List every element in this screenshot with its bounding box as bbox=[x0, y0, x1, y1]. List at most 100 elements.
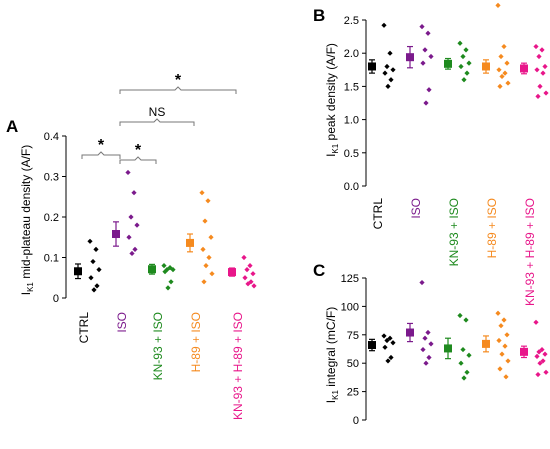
data-point bbox=[505, 80, 511, 86]
data-point bbox=[464, 70, 470, 76]
panel-b-tick-label: 1.0 bbox=[344, 115, 359, 127]
data-point bbox=[495, 2, 501, 8]
data-point bbox=[426, 87, 432, 93]
data-point bbox=[463, 317, 469, 323]
data-point bbox=[388, 354, 394, 361]
data-point bbox=[382, 344, 388, 350]
data-point bbox=[87, 238, 93, 244]
mean-marker bbox=[482, 62, 490, 71]
panel-a-marks bbox=[74, 169, 257, 293]
data-point bbox=[93, 246, 99, 252]
data-point bbox=[461, 375, 467, 381]
data-point bbox=[425, 30, 431, 36]
data-point bbox=[501, 317, 507, 323]
data-point bbox=[460, 53, 466, 60]
data-point bbox=[208, 234, 214, 240]
data-point bbox=[250, 271, 256, 277]
data-point bbox=[125, 169, 131, 176]
data-point bbox=[199, 190, 205, 196]
panel-a-group-ctrl bbox=[74, 238, 102, 293]
panel-a-significance-brackets: * * NS * bbox=[81, 72, 237, 164]
data-point bbox=[497, 83, 503, 89]
data-point bbox=[466, 352, 472, 358]
panel-a-letter: A bbox=[6, 117, 18, 136]
data-point bbox=[88, 275, 94, 281]
panel-a-y-axis: 0 0.1 0.2 0.3 0.4 bbox=[44, 131, 67, 305]
panel-c-group-kn-93-h-89-iso bbox=[520, 319, 549, 378]
panel-a-group-kn-93-iso bbox=[148, 263, 176, 291]
mean-marker bbox=[368, 341, 376, 350]
data-point bbox=[205, 198, 211, 204]
data-point bbox=[390, 340, 396, 346]
data-point bbox=[543, 369, 549, 375]
mean-marker bbox=[520, 347, 528, 356]
panel-c-tick-label: 0 bbox=[353, 415, 359, 427]
data-point bbox=[535, 371, 541, 378]
panel-c-ylabel: IK1 integral (mC/F) bbox=[324, 307, 340, 403]
significance-bracket: * bbox=[119, 142, 157, 164]
panel-c-group-ctrl bbox=[368, 333, 396, 364]
data-point bbox=[498, 53, 504, 60]
data-point bbox=[248, 279, 254, 285]
data-point bbox=[384, 63, 390, 70]
data-point bbox=[426, 354, 432, 361]
panel-b-category-labels: CTRL ISO KN-93 + ISO H-89 + ISO KN-93 + H-89… bbox=[371, 198, 537, 306]
panel-b-group-h-89-iso bbox=[482, 2, 511, 89]
data-point bbox=[466, 60, 472, 66]
category-label-kn-93-iso: KN-93 + ISO bbox=[447, 198, 461, 266]
data-point bbox=[502, 343, 508, 349]
data-point bbox=[90, 258, 96, 265]
panel-b-tick-label: 0.5 bbox=[344, 148, 359, 160]
panel-a-group-iso bbox=[112, 169, 140, 257]
data-point bbox=[384, 337, 390, 344]
category-label-ctrl: CTRL bbox=[371, 198, 385, 230]
bracket-line bbox=[119, 118, 195, 126]
panel-a-tick-label: 0.1 bbox=[44, 253, 59, 265]
data-point bbox=[162, 269, 168, 275]
panel-c-tick-label: 50 bbox=[347, 358, 359, 370]
mean-marker bbox=[444, 59, 452, 68]
mean-marker bbox=[368, 62, 376, 71]
data-point bbox=[497, 366, 503, 372]
data-point bbox=[537, 360, 543, 366]
panel-a-category-labels: CTRL ISO KN-93 + ISO H-89 + ISO KN-93 + H-89… bbox=[77, 312, 245, 420]
significance-label: * bbox=[175, 72, 182, 89]
mean-marker bbox=[520, 64, 528, 73]
data-point bbox=[533, 319, 539, 325]
mean-marker bbox=[186, 238, 194, 247]
panel-b: B IK1 peak density (A/F) 0.0 0.5 1.0 1.5 2.0… bbox=[313, 2, 549, 306]
data-point bbox=[534, 67, 540, 73]
data-point bbox=[385, 83, 391, 89]
data-point bbox=[96, 267, 102, 273]
significance-bracket: NS bbox=[119, 105, 195, 126]
data-point bbox=[245, 281, 251, 287]
data-point bbox=[382, 70, 388, 76]
data-point bbox=[128, 214, 134, 220]
data-point bbox=[385, 358, 391, 364]
data-point bbox=[457, 312, 463, 319]
panel-b-ylabel: IK1 peak density (A/F) bbox=[324, 43, 340, 157]
data-point bbox=[543, 90, 549, 96]
panel-c: C IK1 integral (mC/F) 0 25 50 75 100 125 bbox=[313, 261, 549, 427]
panel-b-tick-label: 2.5 bbox=[344, 15, 359, 27]
panel-b-group-kn-93-iso bbox=[444, 40, 472, 83]
data-point bbox=[387, 50, 393, 56]
data-point bbox=[428, 341, 434, 347]
category-label-kn-93-h-89-iso: KN-93 + H-89 + ISO bbox=[523, 198, 537, 306]
data-point bbox=[542, 63, 548, 70]
data-point bbox=[388, 77, 394, 83]
data-point bbox=[540, 358, 546, 364]
data-point bbox=[381, 22, 387, 28]
data-point bbox=[536, 349, 542, 355]
data-point bbox=[428, 53, 434, 60]
mean-marker bbox=[482, 339, 490, 348]
category-label-kn-93-iso: KN-93 + ISO bbox=[151, 312, 165, 380]
mean-marker bbox=[112, 230, 120, 239]
data-point bbox=[499, 73, 505, 80]
data-point bbox=[168, 279, 174, 285]
data-point bbox=[458, 360, 464, 366]
panel-c-marks bbox=[368, 279, 549, 381]
panel-a-tick-label: 0.2 bbox=[44, 212, 59, 224]
data-point bbox=[247, 263, 253, 269]
data-point bbox=[242, 275, 248, 281]
